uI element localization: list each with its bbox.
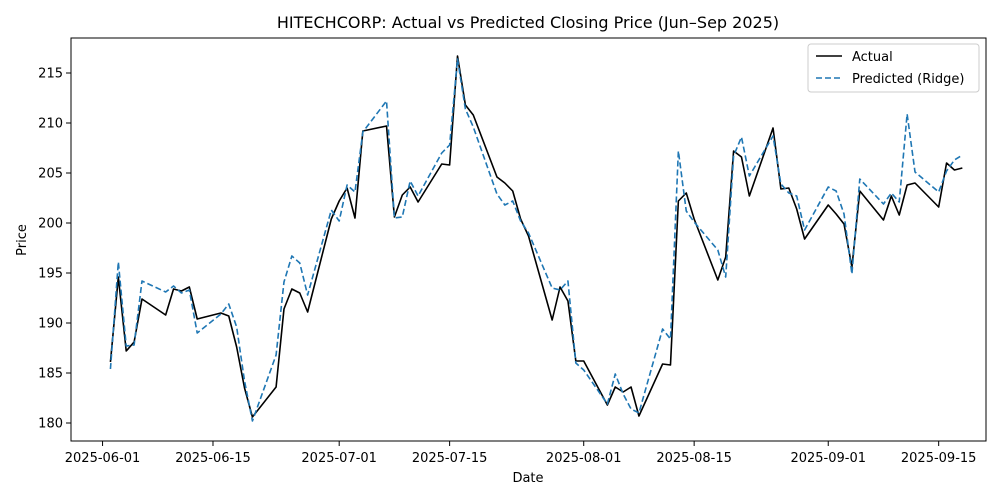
plot-area <box>109 55 963 422</box>
x-axis-label: Date <box>512 471 543 486</box>
series-line-predicted <box>109 58 963 422</box>
series-line-actual <box>109 55 963 418</box>
chart-title: HITECHCORP: Actual vs Predicted Closing … <box>277 13 779 32</box>
y-tick-label: 190 <box>38 317 63 332</box>
y-tick-label: 195 <box>38 267 63 282</box>
y-tick-label: 205 <box>38 167 63 182</box>
x-axis: 2025-06-01 2025-06-15 2025-07-01 2025-07-15… <box>65 441 977 466</box>
x-tick-label: 2025-09-15 <box>901 451 977 466</box>
x-tick-label: 2025-07-01 <box>301 451 377 466</box>
y-axis-label: Price <box>15 224 30 256</box>
x-tick-label: 2025-07-15 <box>412 451 488 466</box>
y-axis: 180 185 190 195 200 205 210 215 <box>38 67 71 432</box>
legend: Actual Predicted (Ridge) <box>807 43 980 93</box>
legend-label-actual: Actual <box>852 50 893 65</box>
series-layer <box>109 55 963 422</box>
y-tick-label: 200 <box>38 217 63 232</box>
y-tick-label: 180 <box>38 417 63 432</box>
legend-label-predicted: Predicted (Ridge) <box>852 72 964 87</box>
y-tick-label: 185 <box>38 367 63 382</box>
x-tick-label: 2025-08-15 <box>656 451 732 466</box>
plot-frame <box>70 37 987 442</box>
x-tick-label: 2025-06-01 <box>65 451 141 466</box>
x-tick-label: 2025-08-01 <box>546 451 622 466</box>
legend-frame <box>807 43 980 93</box>
y-tick-label: 215 <box>38 67 63 82</box>
y-tick-label: 210 <box>38 117 63 132</box>
x-tick-label: 2025-09-01 <box>790 451 866 466</box>
x-tick-label: 2025-06-15 <box>175 451 251 466</box>
